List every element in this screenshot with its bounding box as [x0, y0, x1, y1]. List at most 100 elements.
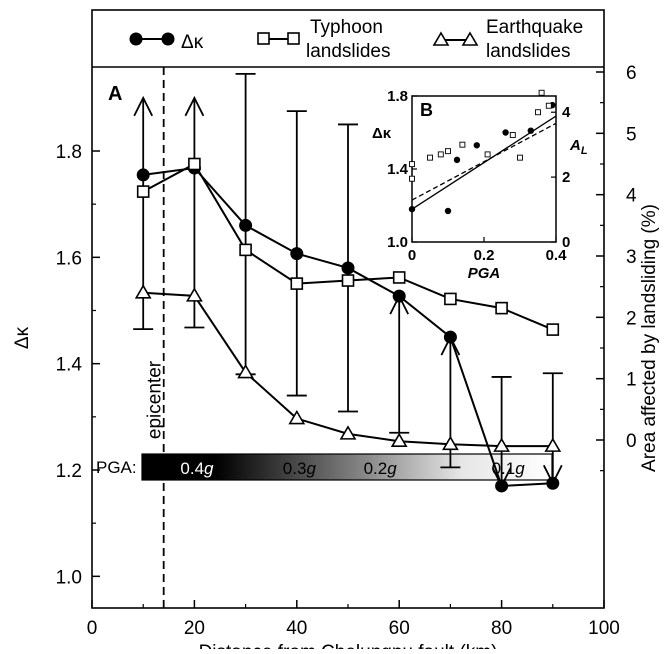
point-typhoon	[341, 274, 355, 287]
inset-point-al	[484, 151, 491, 158]
point-dk	[290, 247, 304, 261]
pga-stop-label: 0.4g	[180, 459, 214, 478]
inset-x-tick-label: 0.2	[474, 247, 495, 264]
panel-label-a: A	[108, 83, 122, 105]
inset-fit-dashed	[411, 122, 557, 201]
inset-panel-b: B 0 0.2 0.4 PGA 1.0 1.4 1.8 Δκ 0 2 4 AL	[372, 88, 588, 282]
inset-point-al	[459, 141, 466, 148]
inset-point-dk	[444, 207, 452, 215]
point-typhoon	[546, 323, 560, 336]
inset-point-dk	[502, 129, 509, 136]
inset-y-right-tick-label: 2	[562, 169, 570, 186]
point-earthquake	[544, 437, 562, 452]
epicenter-marker: epicenter	[145, 67, 166, 608]
inset-y-right-label: AL	[569, 137, 588, 157]
error-bar-arrow-up	[184, 95, 205, 117]
inset-x-tick-label: 0.4	[546, 247, 568, 264]
legend-marker-typhoon	[287, 32, 300, 45]
point-earthquake	[390, 432, 408, 448]
point-dk	[392, 289, 406, 303]
point-dk	[136, 168, 150, 182]
epicenter-label: epicenter	[145, 360, 166, 439]
legend-label-earthquake-1: Earthquake	[486, 17, 583, 38]
pga-stop-label: 0.3g	[283, 459, 317, 478]
point-earthquake	[493, 437, 510, 452]
error-bar-arrow-up	[133, 95, 154, 117]
inset-x-tick-label: 0	[408, 247, 416, 264]
inset-point-al	[535, 109, 541, 116]
point-dk	[341, 261, 355, 275]
x-axis-label: Distance from Chelungpu fault (km)	[199, 642, 498, 649]
point-typhoon	[392, 271, 406, 284]
legend-label-earthquake-2: landslides	[486, 41, 571, 62]
inset-point-al	[437, 151, 444, 158]
point-typhoon	[136, 185, 150, 198]
y-left-tick-label: 1.2	[56, 461, 82, 482]
inset-y-left-tick-label: 1.0	[387, 234, 408, 251]
epicenter-label-bg	[148, 356, 163, 444]
inset-y-left-tick-label: 1.8	[387, 88, 408, 105]
y-right-tick-label: 0	[626, 431, 637, 452]
inset-frame	[411, 95, 557, 243]
point-typhoon	[444, 292, 457, 306]
y-left-tick-label: 1.4	[56, 355, 83, 376]
y-right-tick-label: 5	[626, 124, 637, 145]
legend-marker-earthquake	[461, 31, 479, 46]
point-typhoon	[188, 157, 201, 171]
inset-point-al	[517, 154, 523, 161]
inset-point-al	[509, 131, 516, 138]
y-right-tick-label: 4	[626, 186, 637, 207]
pga-label: PGA:	[96, 458, 137, 477]
x-tick-label: 80	[491, 618, 512, 639]
legend-label-typhoon-1: Typhoon	[310, 17, 383, 38]
point-earthquake	[237, 363, 254, 379]
point-dk	[495, 479, 509, 493]
legend-marker-typhoon	[257, 32, 270, 45]
point-dk	[443, 330, 457, 344]
legend-marker-dk	[129, 32, 143, 46]
x-tick-label: 100	[588, 618, 620, 639]
inset-x-label: PGA	[468, 265, 501, 282]
point-earthquake	[339, 425, 357, 440]
inset-y-right-tick-label: 4	[562, 104, 571, 121]
point-typhoon	[239, 243, 252, 257]
axes: 020406080100Distance from Chelungpu faul…	[12, 63, 660, 654]
point-earthquake	[442, 435, 459, 451]
point-earthquake	[134, 284, 152, 299]
y-left-tick-label: 1.6	[56, 248, 82, 269]
inset-point-al	[409, 161, 415, 168]
point-typhoon	[290, 277, 304, 290]
series-group	[134, 157, 562, 493]
inset-point-al	[545, 102, 552, 109]
inset-point-al	[409, 175, 415, 182]
pga-gradient-bar	[141, 453, 553, 481]
pga-bar: PGA: 0.4g 0.3g 0.2g 0.1g	[96, 453, 553, 481]
point-earthquake	[288, 409, 306, 425]
point-dk	[546, 476, 560, 490]
y-right-axis-label: Area affected by landsliding (%)	[639, 204, 660, 472]
legend-label-typhoon-2: landslides	[306, 41, 391, 62]
point-earthquake	[186, 287, 203, 302]
legend-label-dk: Δκ	[181, 32, 204, 53]
x-tick-label: 40	[286, 618, 307, 639]
x-tick-label: 20	[184, 618, 205, 639]
inset-point-al	[538, 89, 545, 96]
y-left-tick-label: 1.0	[56, 567, 82, 588]
legend-marker-dk	[161, 32, 175, 46]
inset-panel-label: B	[420, 100, 433, 120]
inset-point-al	[427, 154, 433, 161]
pga-stop-label: 0.2g	[364, 459, 398, 478]
point-dk	[239, 218, 253, 232]
y-left-tick-label: 1.8	[56, 142, 82, 163]
x-tick-label: 60	[389, 618, 410, 639]
y-right-tick-label: 6	[626, 63, 637, 84]
y-right-tick-label: 1	[626, 370, 637, 391]
inset-y-left-tick-label: 1.4	[387, 161, 409, 178]
inset-point-dk	[527, 127, 534, 134]
inset-point-dk	[408, 205, 416, 213]
inset-point-dk	[473, 142, 480, 149]
y-right-tick-label: 3	[626, 247, 637, 268]
